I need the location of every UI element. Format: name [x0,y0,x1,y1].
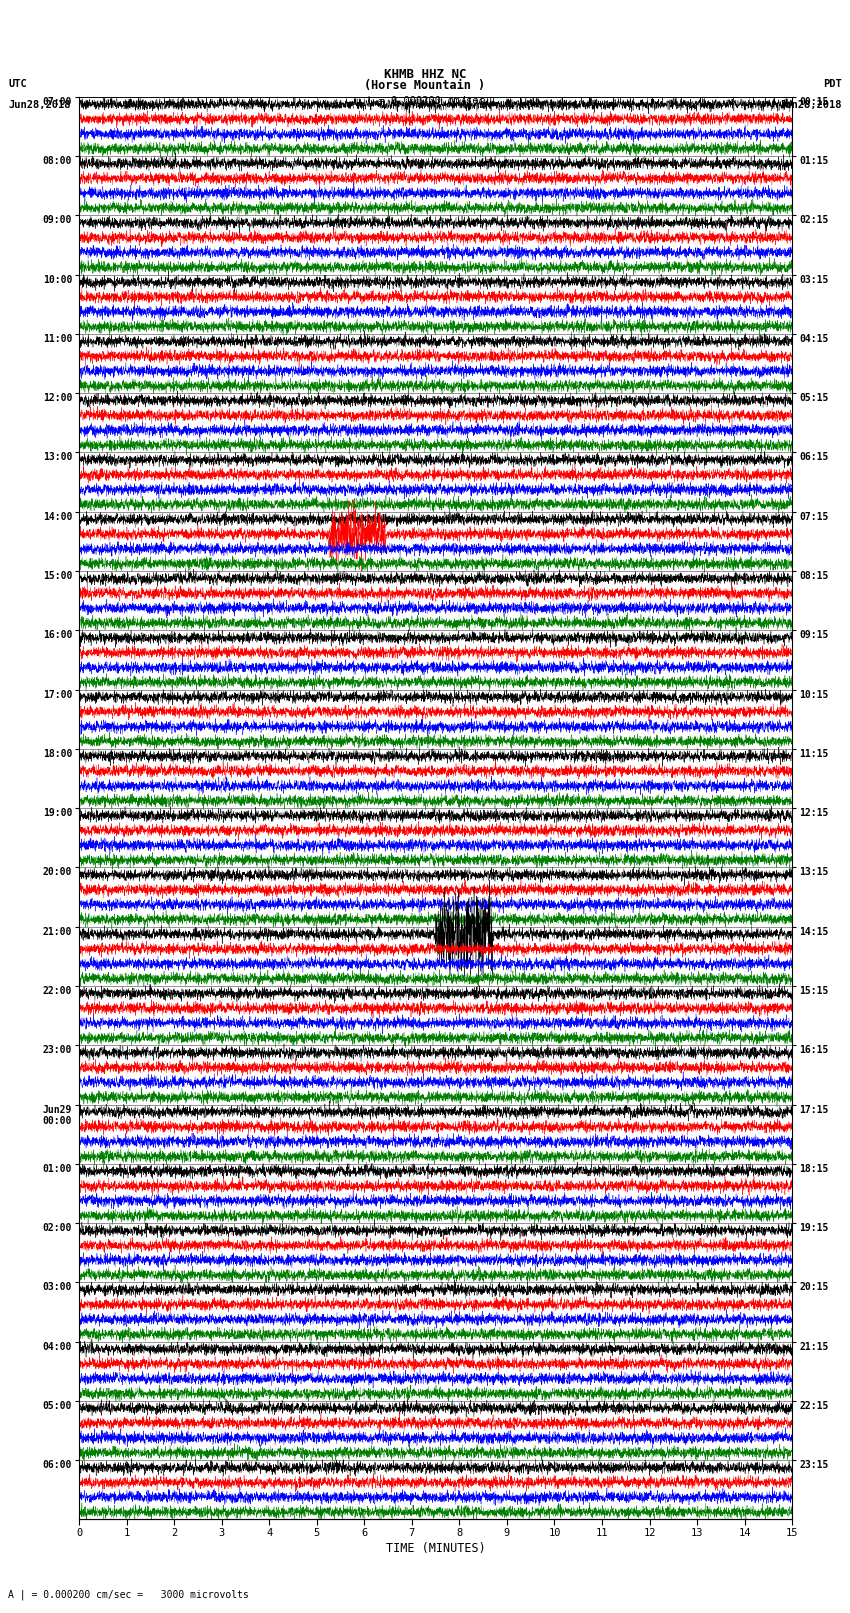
Text: Jun28,2018: Jun28,2018 [779,100,842,110]
Text: PDT: PDT [823,79,842,89]
Text: KHMB HHZ NC: KHMB HHZ NC [383,68,467,81]
Text: (Horse Mountain ): (Horse Mountain ) [365,79,485,92]
Text: A | = 0.000200 cm/sec =   3000 microvolts: A | = 0.000200 cm/sec = 3000 microvolts [8,1589,249,1600]
Text: UTC: UTC [8,79,27,89]
X-axis label: TIME (MINUTES): TIME (MINUTES) [386,1542,485,1555]
Text: Jun28,2018: Jun28,2018 [8,100,71,110]
Text: | = 0.000200 cm/sec: | = 0.000200 cm/sec [366,95,484,106]
